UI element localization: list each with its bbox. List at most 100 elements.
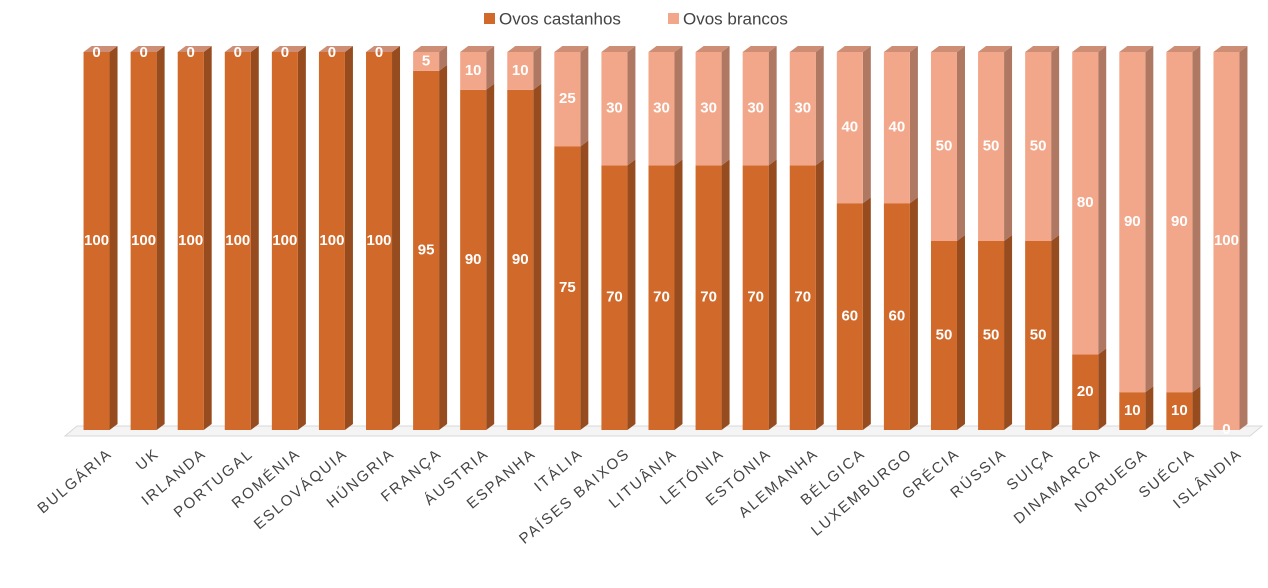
- bar-side: [956, 46, 965, 241]
- data-label: 5: [422, 52, 430, 69]
- data-label: 75: [559, 279, 576, 296]
- bar: [978, 52, 1005, 241]
- data-label: 100: [367, 232, 392, 249]
- bar-side: [533, 46, 542, 90]
- data-label: 90: [512, 251, 529, 268]
- bar: [507, 89, 534, 431]
- bar-top: [695, 46, 730, 52]
- bar-side: [1239, 46, 1248, 430]
- data-label: 70: [606, 289, 623, 306]
- bar-side: [486, 46, 495, 90]
- bar-top: [883, 46, 918, 52]
- bar: [836, 203, 863, 430]
- bar-side: [1098, 348, 1107, 430]
- bar: [648, 165, 675, 430]
- bar-side: [533, 83, 542, 431]
- data-label: 50: [936, 326, 953, 343]
- data-label: 30: [747, 100, 764, 117]
- bar-side: [580, 46, 589, 147]
- data-label: 0: [139, 44, 147, 61]
- bar: [1072, 52, 1099, 355]
- bar: [1119, 392, 1146, 430]
- data-label: 100: [225, 232, 250, 249]
- bar-top: [978, 46, 1013, 52]
- bar-top: [177, 46, 212, 52]
- data-label: 10: [465, 62, 482, 79]
- bar-top: [554, 46, 589, 52]
- bar-side: [580, 140, 589, 430]
- data-label: 90: [1124, 213, 1141, 230]
- bar: [83, 52, 110, 430]
- data-label: 70: [794, 289, 811, 306]
- bar-top: [1025, 46, 1060, 52]
- bar: [695, 165, 722, 430]
- bar-top: [271, 46, 306, 52]
- bar-top: [1072, 46, 1107, 52]
- bar-top: [460, 46, 495, 52]
- bar-side: [909, 197, 918, 430]
- data-label: 0: [187, 44, 195, 61]
- bar: [930, 241, 957, 430]
- bar: [648, 52, 675, 166]
- bar-side: [392, 46, 401, 430]
- bar: [1025, 241, 1052, 430]
- bar-side: [674, 46, 683, 166]
- bar-side: [439, 46, 448, 71]
- bar: [601, 52, 628, 166]
- bar-side: [1192, 46, 1201, 393]
- bar-side: [1098, 46, 1107, 355]
- bar: [742, 165, 769, 430]
- data-label: 100: [131, 232, 156, 249]
- bar: [224, 52, 251, 430]
- x-tick-label: UK: [133, 445, 163, 474]
- bar: [789, 52, 816, 166]
- bar: [460, 52, 487, 90]
- data-label: 70: [653, 289, 670, 306]
- data-label: 100: [272, 232, 297, 249]
- legend-label: Ovos brancos: [683, 9, 788, 28]
- bar: [554, 52, 581, 147]
- data-label: 30: [653, 100, 670, 117]
- floor: [63, 425, 1264, 437]
- bar: [1166, 52, 1193, 393]
- bar-side: [109, 46, 118, 430]
- bar-top: [742, 46, 777, 52]
- bar-side: [203, 46, 212, 430]
- data-label: 10: [1124, 402, 1141, 419]
- data-label: 80: [1077, 194, 1094, 211]
- bar: [507, 52, 534, 90]
- bar-top: [1166, 46, 1201, 52]
- data-label: 60: [841, 308, 858, 325]
- bar: [1119, 52, 1146, 393]
- bar-side: [815, 159, 824, 430]
- bar-top: [1119, 46, 1154, 52]
- bar: [1025, 52, 1052, 241]
- x-tick-label: ALEMANHA: [735, 445, 821, 521]
- data-label: 30: [700, 100, 717, 117]
- bar: [601, 165, 628, 430]
- data-label: 70: [700, 289, 717, 306]
- bar-top: [1213, 46, 1248, 52]
- data-label: 90: [1171, 213, 1188, 230]
- data-label: 0: [1222, 421, 1230, 438]
- data-label: 40: [841, 119, 858, 136]
- data-label: 100: [84, 232, 109, 249]
- data-label: 100: [178, 232, 203, 249]
- data-label: 95: [418, 241, 435, 258]
- data-label: 0: [375, 44, 383, 61]
- x-tick-label: PORTUGAL: [171, 445, 257, 521]
- bar: [883, 203, 910, 430]
- bar-side: [627, 159, 636, 430]
- bar: [318, 52, 345, 430]
- bar-side: [439, 64, 448, 431]
- data-label: 100: [1214, 232, 1239, 249]
- data-label: 70: [747, 289, 764, 306]
- legend-swatch: [484, 13, 495, 24]
- bar-side: [1145, 386, 1154, 430]
- data-label: 50: [983, 137, 1000, 154]
- bar: [413, 52, 440, 71]
- bar-side: [1051, 235, 1060, 430]
- bar: [1213, 52, 1240, 430]
- bar-top: [366, 46, 401, 52]
